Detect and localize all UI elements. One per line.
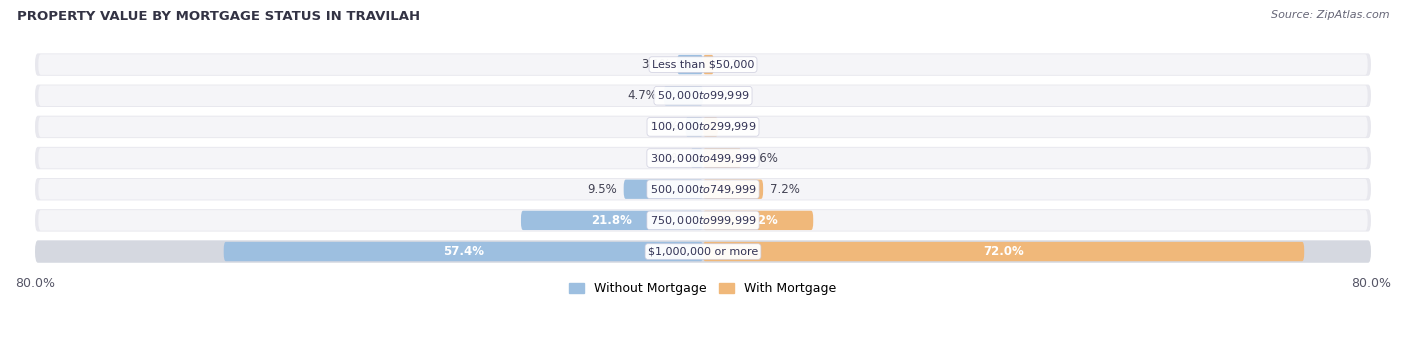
FancyBboxPatch shape xyxy=(35,147,1371,169)
Text: $100,000 to $299,999: $100,000 to $299,999 xyxy=(650,120,756,133)
FancyBboxPatch shape xyxy=(678,55,703,74)
Text: Source: ZipAtlas.com: Source: ZipAtlas.com xyxy=(1271,10,1389,20)
Text: 2.1%: 2.1% xyxy=(650,120,679,133)
FancyBboxPatch shape xyxy=(38,148,1368,168)
FancyBboxPatch shape xyxy=(690,148,703,168)
Text: 4.6%: 4.6% xyxy=(748,152,778,165)
FancyBboxPatch shape xyxy=(38,179,1368,200)
Text: 1.8%: 1.8% xyxy=(724,120,755,133)
Legend: Without Mortgage, With Mortgage: Without Mortgage, With Mortgage xyxy=(564,277,842,300)
FancyBboxPatch shape xyxy=(38,117,1368,137)
Text: Less than $50,000: Less than $50,000 xyxy=(652,59,754,70)
FancyBboxPatch shape xyxy=(35,116,1371,138)
FancyBboxPatch shape xyxy=(703,55,714,74)
FancyBboxPatch shape xyxy=(703,148,741,168)
Text: $300,000 to $499,999: $300,000 to $499,999 xyxy=(650,152,756,165)
Text: 3.1%: 3.1% xyxy=(641,58,671,71)
Text: 9.5%: 9.5% xyxy=(588,183,617,196)
FancyBboxPatch shape xyxy=(686,117,703,137)
Text: 72.0%: 72.0% xyxy=(983,245,1024,258)
Text: 1.5%: 1.5% xyxy=(654,152,683,165)
FancyBboxPatch shape xyxy=(703,117,718,137)
Text: 0.0%: 0.0% xyxy=(710,89,740,102)
Text: 13.2%: 13.2% xyxy=(738,214,779,227)
FancyBboxPatch shape xyxy=(35,178,1371,201)
FancyBboxPatch shape xyxy=(38,54,1368,75)
FancyBboxPatch shape xyxy=(35,85,1371,107)
FancyBboxPatch shape xyxy=(703,211,813,230)
FancyBboxPatch shape xyxy=(703,180,763,199)
Text: 21.8%: 21.8% xyxy=(592,214,633,227)
FancyBboxPatch shape xyxy=(38,241,1368,262)
FancyBboxPatch shape xyxy=(35,240,1371,263)
FancyBboxPatch shape xyxy=(35,209,1371,232)
FancyBboxPatch shape xyxy=(224,242,703,261)
FancyBboxPatch shape xyxy=(522,211,703,230)
Text: $500,000 to $749,999: $500,000 to $749,999 xyxy=(650,183,756,196)
FancyBboxPatch shape xyxy=(38,85,1368,106)
FancyBboxPatch shape xyxy=(38,210,1368,231)
Text: PROPERTY VALUE BY MORTGAGE STATUS IN TRAVILAH: PROPERTY VALUE BY MORTGAGE STATUS IN TRA… xyxy=(17,10,420,23)
FancyBboxPatch shape xyxy=(624,180,703,199)
FancyBboxPatch shape xyxy=(664,86,703,105)
FancyBboxPatch shape xyxy=(35,53,1371,76)
Text: $50,000 to $99,999: $50,000 to $99,999 xyxy=(657,89,749,102)
Text: 57.4%: 57.4% xyxy=(443,245,484,258)
Text: 4.7%: 4.7% xyxy=(627,89,657,102)
FancyBboxPatch shape xyxy=(703,242,1305,261)
Text: 7.2%: 7.2% xyxy=(770,183,800,196)
Text: $750,000 to $999,999: $750,000 to $999,999 xyxy=(650,214,756,227)
Text: 1.3%: 1.3% xyxy=(720,58,751,71)
Text: $1,000,000 or more: $1,000,000 or more xyxy=(648,246,758,257)
